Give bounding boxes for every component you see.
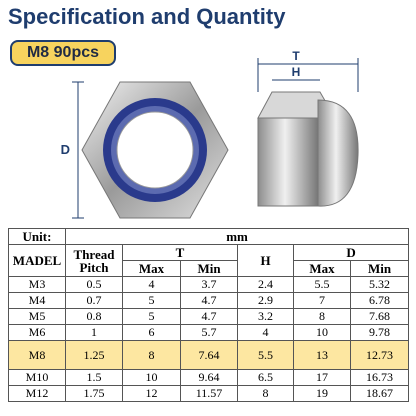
table-cell: 2.9 bbox=[237, 292, 294, 309]
table-cell: 4 bbox=[237, 324, 294, 341]
table-cell: D bbox=[292, 244, 410, 261]
table-row: M4 0.7 5 4.7 2.9 7 6.78 bbox=[8, 292, 410, 309]
table-cell: M5 bbox=[8, 308, 66, 325]
table-cell: 0.7 bbox=[65, 292, 123, 309]
table-cell: 5.5 bbox=[293, 276, 351, 293]
table-cell: 0.8 bbox=[65, 308, 123, 325]
table-cell: Unit: bbox=[8, 228, 66, 245]
table-cell: 13 bbox=[293, 340, 351, 370]
table-row: M5 0.8 5 4.7 3.2 8 7.68 bbox=[8, 308, 410, 325]
table-cell: M6 bbox=[8, 324, 66, 341]
table-row: MADEL Thread Pitch T H D bbox=[8, 244, 410, 277]
table-row: M12 1.75 12 11.57 8 19 18.67 bbox=[8, 385, 410, 402]
table-cell: M3 bbox=[8, 276, 66, 293]
table-cell: 3.2 bbox=[237, 308, 294, 325]
table-cell: 1.75 bbox=[65, 385, 123, 402]
table-cell: 5 bbox=[122, 308, 181, 325]
badge: M8 90pcs bbox=[10, 40, 116, 66]
dim-label: T bbox=[292, 49, 300, 63]
spec-table: Unit: mm MADEL Thread Pitch T H D Max Min Max Min M… bbox=[8, 228, 410, 402]
table-cell: 2.4 bbox=[237, 276, 294, 293]
nut-hole bbox=[116, 111, 194, 189]
table-cell: 7.68 bbox=[349, 308, 410, 325]
table-cell: 8 bbox=[293, 308, 351, 325]
table-cell: 6 bbox=[122, 324, 181, 341]
table-cell: Min bbox=[349, 260, 410, 277]
table-cell: Min bbox=[180, 260, 238, 277]
illustration: D T H bbox=[61, 49, 359, 219]
table-cell: 19 bbox=[293, 385, 351, 402]
dim-label: H bbox=[292, 65, 301, 79]
table-cell: Max bbox=[122, 260, 181, 277]
table-cell: Max bbox=[293, 260, 351, 277]
table-cell: MADEL bbox=[8, 244, 66, 277]
table-cell: 5.32 bbox=[349, 276, 410, 293]
table-cell: 12.73 bbox=[349, 340, 410, 370]
table-row: Unit: mm bbox=[8, 228, 410, 245]
table-cell: 4 bbox=[122, 276, 181, 293]
table-cell: M4 bbox=[8, 292, 66, 309]
table-cell: T bbox=[122, 244, 238, 261]
table-cell: 6.5 bbox=[237, 369, 294, 386]
table-cell: 9.78 bbox=[349, 324, 410, 341]
table-cell: 17 bbox=[293, 369, 351, 386]
table-cell: 7.64 bbox=[180, 340, 238, 370]
table-cell: 16.73 bbox=[349, 369, 410, 386]
table-cell: 5 bbox=[122, 292, 181, 309]
table-row: M3 0.5 4 3.7 2.4 5.5 5.32 bbox=[8, 276, 410, 293]
table-row: M8 1.25 8 7.64 5.5 13 12.73 bbox=[8, 340, 410, 370]
table-cell: 18.67 bbox=[349, 385, 410, 402]
table-cell: 1.25 bbox=[65, 340, 123, 370]
table-cell: 5.5 bbox=[237, 340, 294, 370]
table-row: M6 1 6 5.7 4 10 9.78 bbox=[8, 324, 410, 341]
table-cell: 7 bbox=[293, 292, 351, 309]
table-cell: 3.7 bbox=[180, 276, 238, 293]
table-cell: 0.5 bbox=[65, 276, 123, 293]
table-cell: 8 bbox=[122, 340, 181, 370]
table-cell: 1 bbox=[65, 324, 123, 341]
table-cell: M10 bbox=[8, 369, 66, 386]
table-cell: M12 bbox=[8, 385, 66, 402]
table-row: M10 1.5 10 9.64 6.5 17 16.73 bbox=[8, 369, 410, 386]
nut-side bbox=[257, 117, 319, 207]
nut-collar bbox=[317, 99, 359, 207]
table-cell: 1.5 bbox=[65, 369, 123, 386]
table-cell: 10 bbox=[122, 369, 181, 386]
table-cell: 10 bbox=[293, 324, 351, 341]
table-cell: 8 bbox=[237, 385, 294, 402]
title: Specification and Quantity bbox=[8, 4, 286, 29]
table-cell: mm bbox=[64, 228, 410, 245]
table-cell: 11.57 bbox=[180, 385, 238, 402]
table-cell: H bbox=[237, 244, 294, 277]
table-cell: 12 bbox=[122, 385, 181, 402]
table-cell: M8 bbox=[8, 340, 66, 370]
table-cell: 4.7 bbox=[180, 292, 238, 309]
table-cell: 9.64 bbox=[180, 369, 238, 386]
table-cell: Thread Pitch bbox=[65, 244, 123, 277]
table-cell: 5.7 bbox=[180, 324, 238, 341]
table-cell: 4.7 bbox=[180, 308, 238, 325]
dim-label: D bbox=[61, 142, 70, 157]
table-cell: 6.78 bbox=[349, 292, 410, 309]
